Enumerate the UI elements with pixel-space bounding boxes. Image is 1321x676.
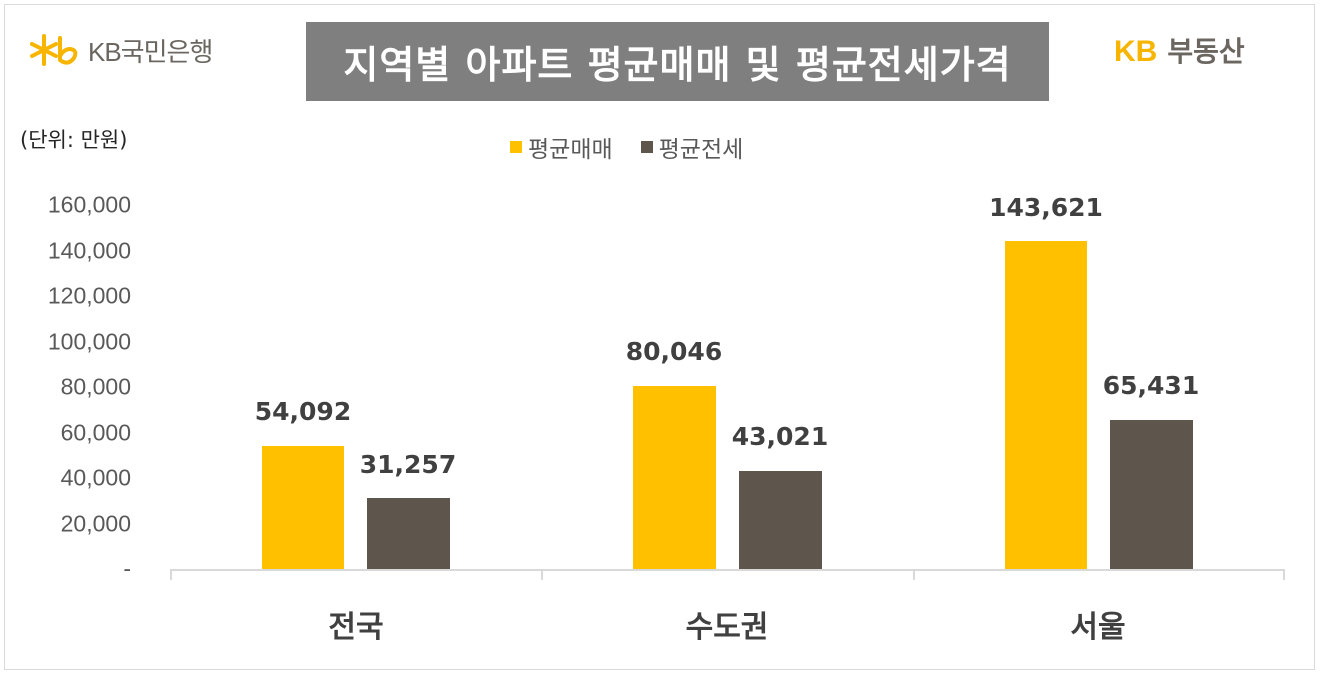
- x-axis-tick: [541, 569, 543, 580]
- y-tick-label: 80,000: [60, 373, 131, 400]
- value-label-sale-nationwide: 54,092: [254, 397, 352, 426]
- legend-label-sale: 평균매매: [528, 137, 613, 163]
- y-tick-label: 40,000: [60, 464, 131, 491]
- kb-real-estate-logo: KB 부동산: [1114, 30, 1245, 70]
- real-estate-logo-text: 부동산: [1167, 35, 1245, 68]
- kb-kookmin-bank-logo: KB국민은행: [30, 32, 213, 68]
- kb-star-icon: [30, 34, 78, 66]
- category-label-capital-area: 수도권: [685, 610, 769, 645]
- y-tick-label: 20,000: [60, 510, 131, 537]
- bar-sale-capital-area: [633, 386, 716, 569]
- legend-item-jeonse: 평균전세: [640, 130, 744, 164]
- bar-sale-nationwide: [262, 446, 344, 569]
- category-label-seoul: 서울: [1070, 610, 1126, 645]
- bar-sale-seoul: [1005, 241, 1087, 569]
- bar-jeonse-seoul: [1110, 420, 1193, 569]
- chart-title: 지역별 아파트 평균매매 및 평균전세가격: [343, 43, 1012, 87]
- value-label-jeonse-seoul: 65,431: [1102, 371, 1200, 400]
- value-label-sale-capital-area: 80,046: [625, 337, 723, 366]
- legend-swatch-jeonse: [640, 141, 653, 153]
- legend: 평균매매 평균전세: [510, 130, 771, 164]
- x-axis-tick: [170, 569, 172, 580]
- legend-swatch-sale: [510, 141, 522, 153]
- y-tick-label: 140,000: [47, 237, 131, 264]
- bank-name: KB국민은행: [88, 36, 213, 67]
- x-axis-tick: [913, 569, 915, 580]
- legend-label-jeonse: 평균전세: [658, 137, 744, 163]
- y-tick-label: 120,000: [47, 282, 131, 309]
- value-label-jeonse-capital-area: 43,021: [731, 422, 829, 451]
- chart-title-box: 지역별 아파트 평균매매 및 평균전세가격: [306, 22, 1049, 101]
- x-axis-line: [170, 569, 1284, 571]
- bar-jeonse-capital-area: [739, 471, 822, 569]
- value-label-jeonse-nationwide: 31,257: [359, 450, 457, 479]
- value-label-sale-seoul: 143,621: [989, 193, 1103, 222]
- legend-item-sale: 평균매매: [510, 130, 613, 164]
- x-axis-tick: [1283, 569, 1285, 580]
- y-tick-label: 60,000: [60, 419, 131, 446]
- category-label-nationwide: 전국: [328, 610, 384, 645]
- y-tick-label: 160,000: [47, 191, 131, 218]
- y-tick-label: -: [123, 555, 131, 582]
- bar-jeonse-nationwide: [367, 498, 450, 569]
- unit-label: (단위: 만원): [20, 128, 128, 152]
- y-tick-label: 100,000: [47, 328, 131, 355]
- kb-logo-text: KB: [1114, 35, 1158, 68]
